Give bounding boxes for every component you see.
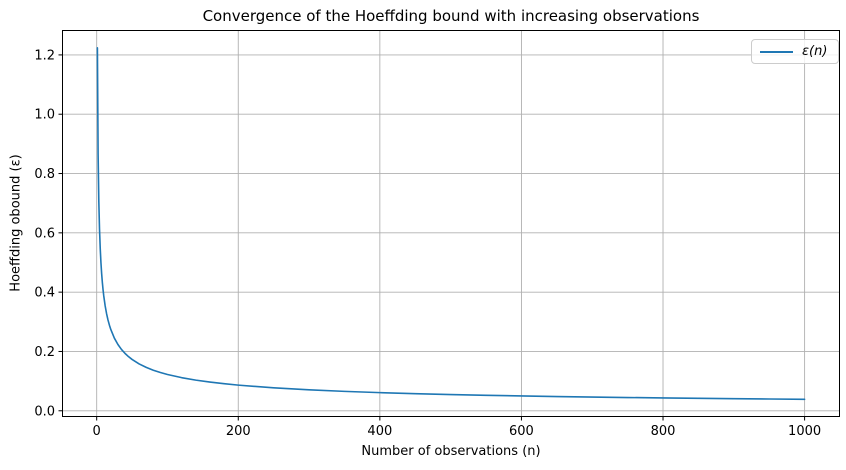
x-tick-label: 200 [226,424,251,439]
x-tick-label: 800 [651,424,676,439]
y-tick-label: 0.4 [34,286,55,301]
x-tick-label: 0 [93,424,101,439]
x-tick-label: 400 [367,424,392,439]
legend-line-sample [760,50,793,53]
legend: ε(n) [751,39,839,64]
x-tick-label: 1000 [788,424,821,439]
y-tick-label: 1.2 [34,48,55,63]
plot-border [62,30,840,417]
x-axis-label: Number of observations (n) [361,444,541,459]
legend-label: ε(n) [802,44,828,59]
chart-title: Convergence of the Hoeffding bound with … [202,7,700,25]
y-tick-label: 0.2 [34,345,55,360]
y-axis-label: Hoeffding obound (ε) [8,154,24,292]
y-tick-label: 0.8 [34,167,55,182]
y-tick-label: 0.0 [34,404,55,419]
y-tick-label: 1.0 [34,108,55,123]
y-tick-label: 0.6 [34,226,55,241]
series-line [96,47,806,401]
x-tick-label: 600 [509,424,534,439]
